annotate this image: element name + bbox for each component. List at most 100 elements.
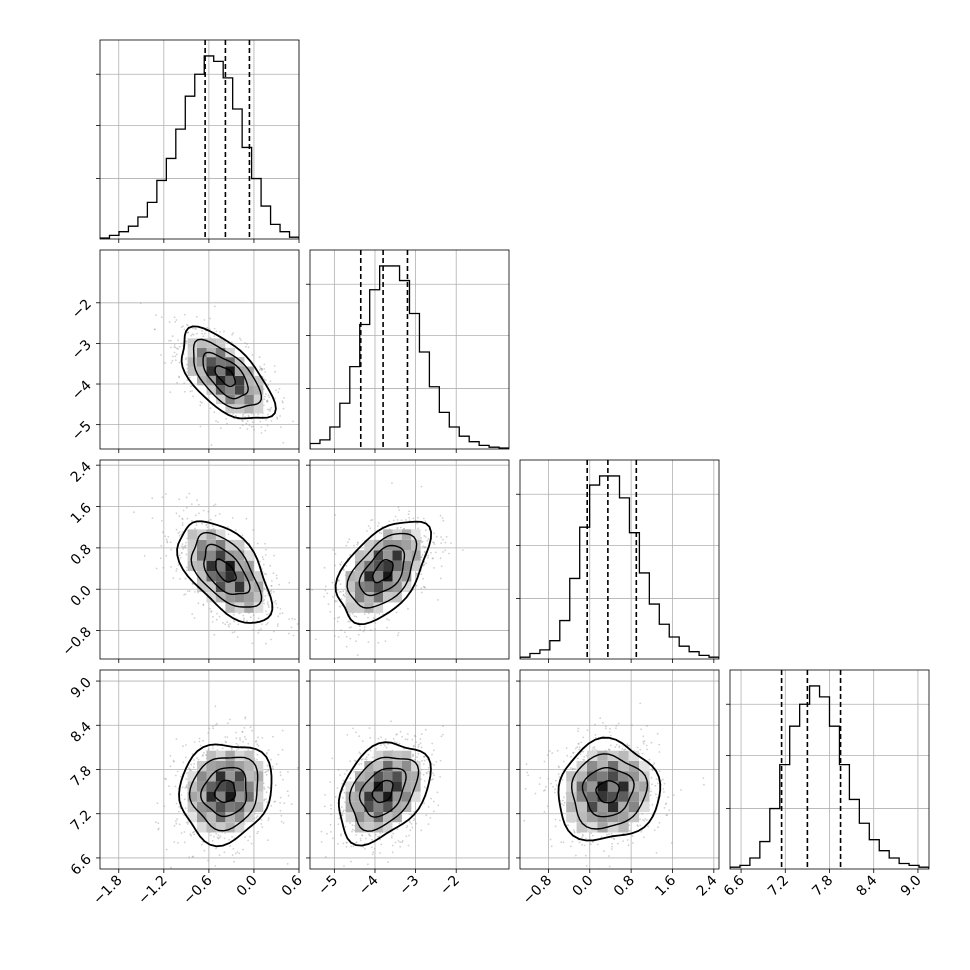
scatter-point [167, 536, 170, 538]
scatter-point [412, 517, 415, 520]
panel-background [100, 40, 299, 239]
scatter-point [433, 532, 435, 535]
scatter-point [413, 758, 416, 761]
scatter-point [702, 777, 705, 779]
scatter-point [175, 512, 178, 515]
scatter-point [592, 834, 594, 837]
scatter-point [155, 567, 158, 570]
scatter-point [408, 519, 411, 522]
scatter-point [260, 367, 262, 370]
scatter-point [278, 387, 281, 390]
scatter-point [341, 814, 344, 817]
scatter-point [582, 834, 584, 837]
scatter-point [222, 622, 224, 624]
scatter-point [413, 819, 415, 822]
scatter-point [241, 420, 244, 423]
scatter-point [391, 844, 394, 847]
density-cell [401, 529, 412, 540]
density-cell [197, 366, 207, 376]
scatter-point [385, 746, 388, 749]
density-cell [566, 801, 577, 812]
scatter-point [643, 820, 646, 822]
scatter-point [178, 498, 181, 501]
density-cell [244, 550, 254, 561]
density-cell [206, 385, 216, 395]
x-tick-label: −0.8 [520, 873, 555, 908]
scatter-point [397, 506, 400, 509]
scatter-point [336, 589, 339, 591]
contour-level-3 [180, 325, 277, 420]
density-cell [597, 801, 608, 812]
scatter-point [342, 590, 345, 593]
scatter-point [240, 339, 242, 341]
scatter-point [425, 814, 428, 817]
scatter-point [377, 641, 380, 644]
density-cell [206, 812, 216, 823]
scatter-point [653, 829, 656, 831]
scatter-point [348, 538, 351, 541]
scatter-point [261, 826, 264, 828]
density-cell [206, 366, 216, 376]
scatter-point [184, 577, 187, 580]
scatter-point [217, 834, 220, 836]
scatter-point [257, 736, 259, 739]
scatter-point [266, 752, 268, 755]
density-cell [197, 781, 207, 792]
scatter-point [185, 357, 188, 359]
scatter-point [392, 832, 395, 835]
scatter-point [238, 612, 241, 615]
scatter-point [331, 581, 334, 584]
density-cell [234, 581, 245, 592]
scatter-point [286, 863, 289, 865]
scatter-point [666, 814, 668, 817]
scatter-point [192, 333, 195, 336]
scatter-point [187, 331, 189, 334]
scatter-point [275, 389, 278, 392]
scatter-point [420, 587, 423, 590]
scatter-point [362, 846, 365, 848]
scatter-point [423, 759, 426, 762]
scatter-point [399, 526, 402, 529]
scatter-point [439, 577, 442, 580]
scatter-point [182, 761, 185, 764]
scatter-point [570, 755, 572, 758]
scatter-point [224, 623, 227, 626]
scatter-point [190, 385, 192, 388]
scatter-point [608, 833, 610, 836]
scatter-point [395, 741, 398, 744]
scatter-point [395, 611, 398, 614]
scatter-point [654, 784, 657, 787]
scatter-point [227, 722, 229, 725]
scatter-point [609, 727, 611, 730]
scatter-point [567, 824, 570, 827]
scatter-point [191, 333, 194, 335]
density-cell [618, 771, 629, 782]
plot-area [730, 670, 929, 869]
scatter-point [605, 725, 607, 728]
scatter-point [323, 805, 326, 808]
scatter-point [584, 854, 587, 857]
contour-level-1 [202, 351, 249, 400]
scatter-point [244, 345, 247, 348]
scatter-point [329, 781, 332, 783]
density-cell [234, 602, 245, 613]
density-cell [373, 571, 384, 582]
density-cell [364, 581, 374, 592]
scatter-point [292, 420, 294, 423]
density-cell [187, 539, 198, 551]
density-cell [373, 791, 384, 802]
scatter-point [337, 579, 340, 582]
scatter-point [172, 355, 174, 358]
scatter-point [663, 782, 666, 785]
scatter-point [651, 768, 654, 770]
scatter-point [404, 738, 407, 741]
scatter-point [178, 531, 181, 533]
scatter-point [320, 841, 323, 843]
scatter-point [552, 785, 554, 788]
scatter-point [570, 845, 572, 848]
scatter-point [571, 840, 574, 843]
scatter-point [572, 751, 575, 754]
density-cell [587, 761, 598, 772]
density-cell [253, 375, 264, 386]
density-cell [253, 791, 264, 802]
